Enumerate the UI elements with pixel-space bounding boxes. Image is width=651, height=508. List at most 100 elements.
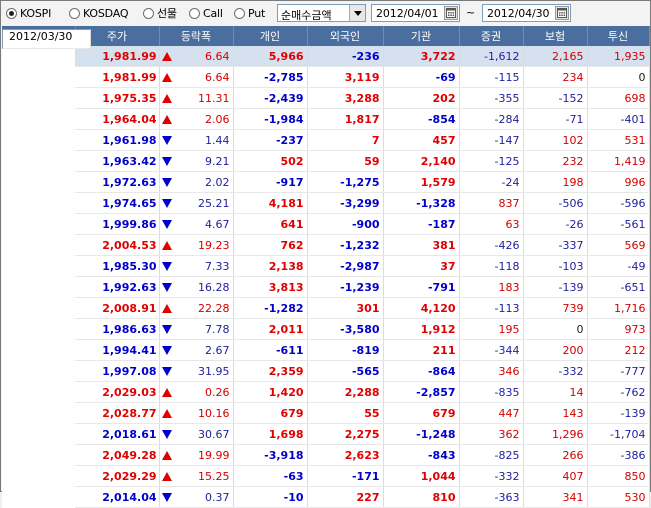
- change-value: 16.28: [198, 280, 230, 294]
- radio-kospi[interactable]: KOSPI: [6, 6, 51, 20]
- table-row[interactable]: 2012/04/271,975.3511.31-2,4393,288202-35…: [2, 29, 650, 109]
- table-row[interactable]: 2012/04/231,972.632.02-917-1,2751,579-24…: [2, 29, 650, 193]
- end-date-value: 2012/04/30: [487, 7, 550, 20]
- insurance-cell: 407: [523, 465, 588, 487]
- trust-cell: 1,935: [587, 46, 650, 67]
- price-cell: 1,961.98: [75, 129, 160, 151]
- col-header-foreign[interactable]: 외국인: [307, 26, 384, 46]
- securities-cell: 195: [459, 318, 524, 340]
- foreign-cell: -236: [307, 46, 384, 67]
- insurance-cell: 232: [523, 150, 588, 172]
- foreign-cell: -900: [307, 213, 384, 235]
- institution-cell: 1,044: [383, 465, 460, 487]
- table-total-row[interactable]: 기간합계1,981.996.645,966-2363,722-1,6122,16…: [2, 29, 650, 67]
- price-cell: 2,049.28: [75, 444, 160, 466]
- col-header-price[interactable]: 주가: [75, 26, 160, 46]
- change-cell: 22.28: [159, 297, 234, 319]
- trust-cell: -386: [587, 444, 650, 466]
- table-row[interactable]: 2012/04/101,994.412.67-611-819211-344200…: [2, 29, 650, 361]
- change-value: 19.23: [198, 238, 230, 252]
- down-triangle-icon: [161, 220, 172, 229]
- foreign-cell: 59: [307, 150, 384, 172]
- up-triangle-icon: [161, 472, 172, 481]
- calendar-icon[interactable]: [444, 6, 458, 20]
- institution-cell: -843: [383, 444, 460, 466]
- change-value: 30.67: [198, 427, 230, 441]
- metric-select[interactable]: 순매수금액: [277, 4, 366, 22]
- individual-cell: 3,813: [233, 276, 308, 298]
- foreign-cell: -3,580: [307, 318, 384, 340]
- institution-cell: 457: [383, 129, 460, 151]
- price-cell: 2,028.77: [75, 402, 160, 424]
- table-row[interactable]: 2012/04/052,028.7710.1667955679447143-13…: [2, 29, 650, 424]
- change-cell: 2.67: [159, 339, 234, 361]
- individual-cell: 679: [233, 402, 308, 424]
- chevron-down-icon[interactable]: [349, 5, 365, 21]
- radio-label: KOSPI: [20, 6, 52, 20]
- radio-button-icon: [6, 7, 17, 19]
- foreign-cell: 227: [307, 486, 384, 508]
- individual-cell: 5,966: [233, 46, 308, 67]
- table-row[interactable]: 2012/04/042,018.6130.671,6982,275-1,2483…: [2, 29, 650, 445]
- change-value: 7.78: [205, 322, 230, 336]
- radio-call[interactable]: Call: [189, 6, 223, 20]
- change-value: 0.26: [205, 385, 230, 399]
- table-row[interactable]: 2012/04/062,029.030.261,4202,288-2,857-8…: [2, 29, 650, 403]
- table-row[interactable]: 2012/04/191,999.864.67641-900-18763-26-5…: [2, 29, 650, 235]
- radio-futures[interactable]: 선물: [143, 6, 177, 20]
- trust-cell: -49: [587, 255, 650, 277]
- institution-cell: -1,328: [383, 192, 460, 214]
- institution-cell: 2,140: [383, 150, 460, 172]
- table-row[interactable]: 2012/04/201,974.6525.214,181-3,299-1,328…: [2, 29, 650, 214]
- table-row[interactable]: 2012/04/132,008.9122.28-1,2823014,120-11…: [2, 29, 650, 319]
- price-cell: 2,029.03: [75, 381, 160, 403]
- securities-cell: -118: [459, 255, 524, 277]
- down-triangle-icon: [161, 493, 172, 502]
- table-row[interactable]: 2012/04/301,981.996.64-2,7853,119-69-115…: [2, 29, 650, 88]
- col-header-insurance[interactable]: 보험: [523, 26, 588, 46]
- table-row[interactable]: 2012/04/121,986.637.782,011-3,5801,91219…: [2, 29, 650, 340]
- table-row[interactable]: 2012/04/091,997.0831.952,359-565-864346-…: [2, 29, 650, 382]
- radio-label: Call: [203, 6, 223, 20]
- trust-cell: -1,704: [587, 423, 650, 445]
- col-header-institution[interactable]: 기관: [383, 26, 460, 46]
- change-cell: 4.67: [159, 213, 234, 235]
- radio-label: Put: [248, 6, 266, 20]
- trust-cell: -401: [587, 108, 650, 130]
- table-row[interactable]: 2012/04/182,004.5319.23762-1,232381-426-…: [2, 29, 650, 256]
- table-row[interactable]: 2012/04/032,049.2819.99-3,9182,623-843-8…: [2, 29, 650, 466]
- trust-cell: 996: [587, 171, 650, 193]
- end-date-field[interactable]: 2012/04/30: [482, 4, 571, 22]
- insurance-cell: -152: [523, 87, 588, 109]
- table-row[interactable]: 2012/04/161,992.6316.283,813-1,239-79118…: [2, 29, 650, 298]
- table-row[interactable]: 2012/04/171,985.307.332,138-2,98737-118-…: [2, 29, 650, 277]
- col-header-individual[interactable]: 개인: [233, 26, 308, 46]
- start-date-field[interactable]: 2012/04/01: [371, 4, 460, 22]
- foreign-cell: 2,275: [307, 423, 384, 445]
- individual-cell: 762: [233, 234, 308, 256]
- radio-put[interactable]: Put: [234, 6, 265, 20]
- radio-button-icon: [69, 7, 80, 19]
- col-header-securities[interactable]: 증권: [459, 26, 524, 46]
- radio-kosdaq[interactable]: KOSDAQ: [69, 6, 129, 20]
- calendar-icon[interactable]: [555, 6, 569, 20]
- table-row[interactable]: 2012/03/30 2,014.04 0.37 -10 227 810 -363 341 53…: [2, 29, 650, 508]
- col-header-change[interactable]: 등락폭: [159, 26, 234, 46]
- table-row[interactable]: 2012/04/241,963.429.21502592,140-1252321…: [2, 29, 650, 172]
- securities-cell: 362: [459, 423, 524, 445]
- table-row[interactable]: 2012/04/261,964.042.06-1,9841,817-854-28…: [2, 29, 650, 130]
- table-row[interactable]: 2012/04/022,029.2915.25-63-1711,044-3324…: [2, 29, 650, 487]
- change-value: 2.02: [205, 175, 230, 189]
- securities-cell: -332: [459, 465, 524, 487]
- table-header-row: 일자 주가 등락폭 개인 외국인 기관 증권 보험 투신: [2, 26, 650, 46]
- individual-cell: 502: [233, 150, 308, 172]
- securities-cell: -284: [459, 108, 524, 130]
- foreign-cell: 2,288: [307, 381, 384, 403]
- change-value: 10.16: [198, 406, 230, 420]
- col-header-trust[interactable]: 투신: [587, 26, 650, 46]
- foreign-cell: 55: [307, 402, 384, 424]
- up-triangle-icon: [161, 52, 172, 61]
- insurance-cell: -139: [523, 276, 588, 298]
- price-cell: 1,999.86: [75, 213, 160, 235]
